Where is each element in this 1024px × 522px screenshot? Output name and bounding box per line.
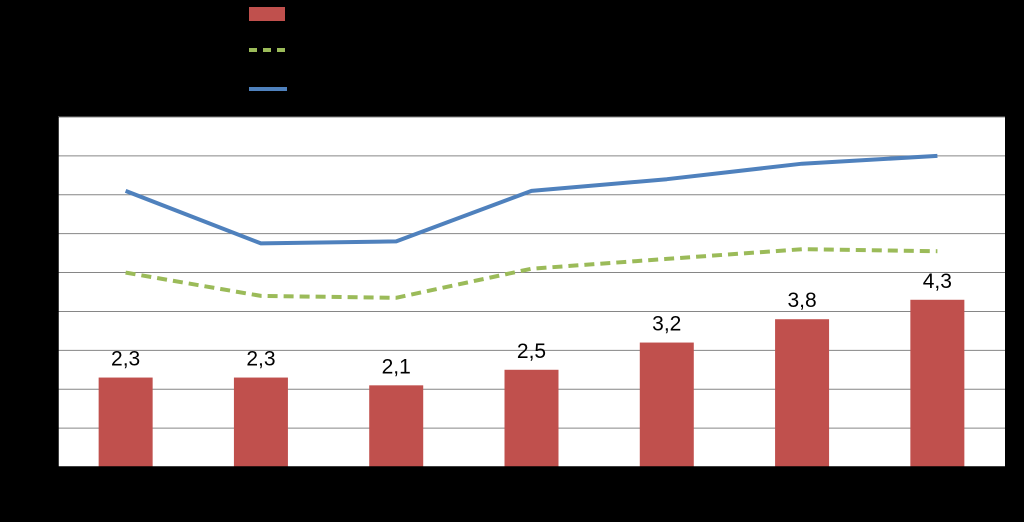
bar-data-label: 2,3 [111,348,140,371]
bar-data-label: 3,2 [652,313,681,336]
bar-data-label: 3,8 [787,289,816,312]
line-series [124,153,938,300]
data-labels: 2,3 2,3 2,1 2,5 3,2 3,8 4,3 [111,270,952,379]
bar [504,369,559,467]
legend-marker-bar [249,7,285,21]
bar [639,342,694,467]
bar-data-label: 4,3 [923,270,952,293]
bar-data-label: 2,5 [517,340,546,363]
bar [369,385,424,467]
solid-line-series [124,153,938,246]
bar-series [98,299,965,467]
bar [775,319,830,467]
bar-data-label: 2,1 [382,355,411,378]
bar-data-label: 2,3 [246,348,275,371]
axes [52,116,1006,474]
bar [233,377,288,467]
legend [249,7,287,91]
dashed-line-series [125,247,938,300]
bar [910,299,965,467]
bar [98,377,153,467]
